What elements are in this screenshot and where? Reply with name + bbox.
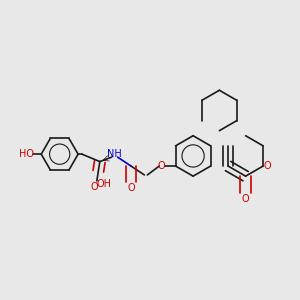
Text: NH: NH xyxy=(107,148,122,159)
Text: HO: HO xyxy=(20,149,34,159)
Text: O: O xyxy=(158,161,165,171)
Text: OH: OH xyxy=(97,179,112,189)
Text: O: O xyxy=(264,161,272,171)
Text: O: O xyxy=(242,194,249,204)
Text: O: O xyxy=(127,183,135,193)
Text: O: O xyxy=(90,182,98,193)
